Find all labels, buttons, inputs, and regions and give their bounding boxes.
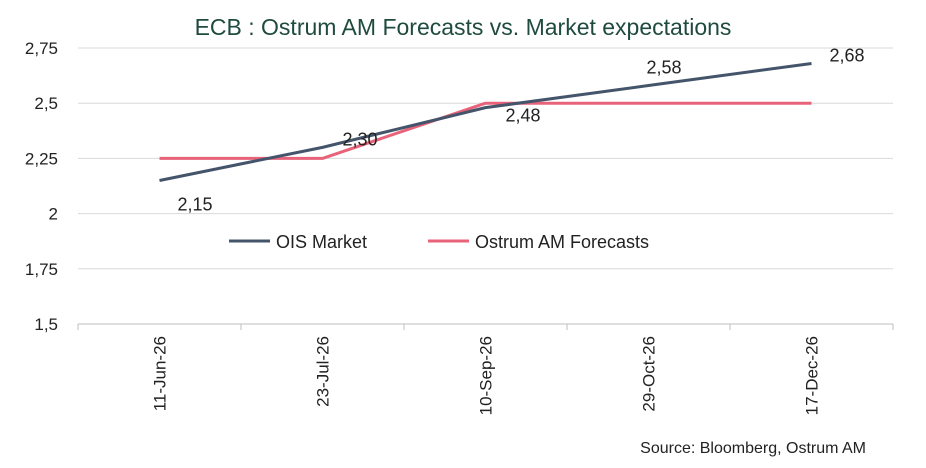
series-group bbox=[159, 61, 812, 182]
data-labels: 2,15 2,30 2,48 2,58 2,68 bbox=[178, 45, 865, 214]
series-line-ostrum-forecasts bbox=[159, 101, 812, 160]
y-tick-label: 1,75 bbox=[25, 260, 58, 279]
data-label: 2,48 bbox=[506, 106, 541, 126]
y-tick-label: 2,25 bbox=[25, 149, 58, 168]
series-line-ois-market bbox=[159, 61, 812, 182]
y-tick-label: 2 bbox=[49, 205, 58, 224]
chart-title: ECB : Ostrum AM Forecasts vs. Market exp… bbox=[194, 14, 732, 40]
x-tick-label: 11-Jun-26 bbox=[151, 336, 170, 411]
source-note: Source: Bloomberg, Ostrum AM bbox=[640, 440, 866, 457]
x-tick-label: 17-Dec-26 bbox=[803, 336, 822, 415]
y-tick-label: 1,5 bbox=[34, 315, 58, 334]
y-tick-label: 2,5 bbox=[34, 94, 58, 113]
y-tick-label: 2,75 bbox=[25, 39, 58, 58]
data-label: 2,58 bbox=[647, 58, 682, 78]
legend-label: Ostrum AM Forecasts bbox=[475, 232, 649, 252]
x-tick-label: 10-Sep-26 bbox=[477, 336, 496, 415]
data-label: 2,68 bbox=[830, 45, 865, 65]
data-label: 2,15 bbox=[178, 194, 213, 214]
x-axis: 11-Jun-26 23-Jul-26 10-Sep-26 29-Oct-26 17-D… bbox=[77, 323, 894, 415]
legend-label: OIS Market bbox=[276, 232, 367, 252]
x-tick-label: 23-Jul-26 bbox=[314, 336, 333, 407]
data-label: 2,30 bbox=[343, 129, 378, 149]
y-axis: 1,5 1,75 2 2,25 2,5 2,75 bbox=[25, 39, 58, 334]
x-tick-label: 29-Oct-26 bbox=[640, 336, 659, 412]
legend: OIS Market Ostrum AM Forecasts bbox=[229, 232, 649, 252]
